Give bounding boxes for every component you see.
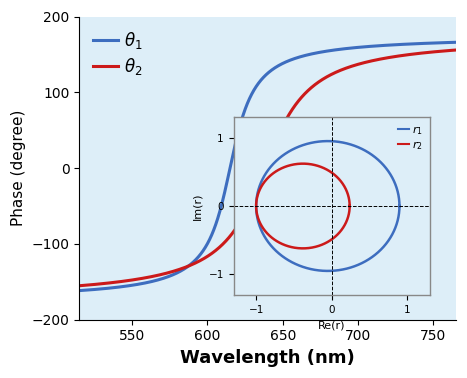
- Y-axis label: Phase (degree): Phase (degree): [11, 110, 26, 226]
- $\theta_1$: [77, 288, 82, 293]
- Legend: $r_1$, $r_2$: $r_1$, $r_2$: [396, 123, 424, 153]
- $\theta_2$: [120, 279, 125, 284]
- Y-axis label: Im(r): Im(r): [193, 192, 203, 220]
- $\theta_1$: [453, 40, 459, 45]
- $\theta_2$: [405, 53, 411, 57]
- X-axis label: Re(r): Re(r): [318, 320, 345, 330]
- $\theta_2$: [77, 284, 82, 288]
- $\theta_2$: [453, 48, 459, 52]
- $\theta_1$: [237, 123, 243, 127]
- X-axis label: Wavelength (nm): Wavelength (nm): [180, 349, 355, 367]
- $\theta_1$: [221, 194, 226, 198]
- $\theta_1$: [142, 281, 148, 285]
- $\theta_1$: [120, 284, 125, 289]
- $\theta_2$: [446, 48, 451, 53]
- $\theta_1$: [405, 42, 411, 46]
- $\theta_2$: [237, 220, 243, 224]
- Legend: $\theta_1$, $\theta_2$: $\theta_1$, $\theta_2$: [88, 25, 148, 82]
- $\theta_2$: [142, 276, 148, 280]
- $\theta_1$: [446, 40, 451, 45]
- $\theta_2$: [221, 241, 226, 245]
- Line: $\theta_1$: $\theta_1$: [79, 42, 456, 291]
- Line: $\theta_2$: $\theta_2$: [79, 50, 456, 286]
